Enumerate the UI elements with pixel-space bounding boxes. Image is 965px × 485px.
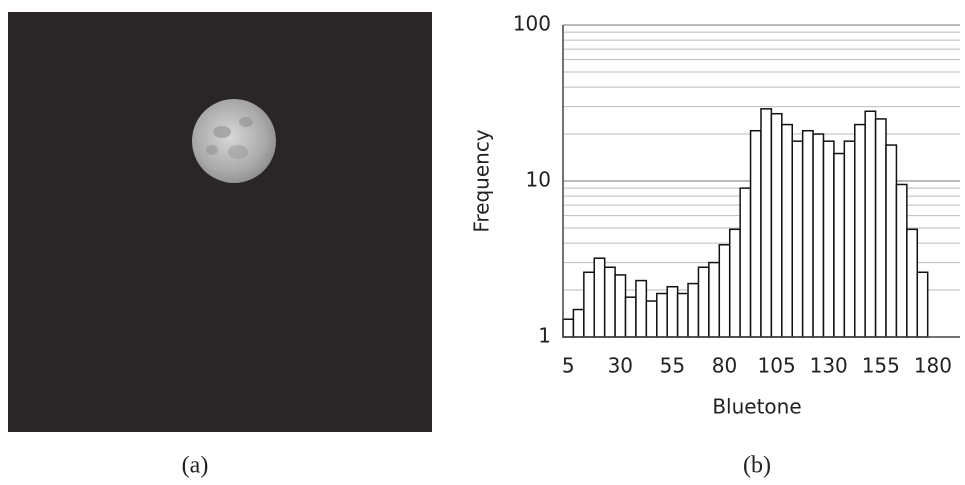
x-tick-label: 80 <box>712 354 737 378</box>
bar <box>823 141 833 337</box>
x-tick-label: 180 <box>914 354 952 378</box>
caption: (b) <box>743 453 771 479</box>
bar <box>865 111 875 337</box>
bar <box>813 134 823 337</box>
bar <box>573 310 583 337</box>
x-tick-label: 30 <box>608 354 633 378</box>
bar <box>782 125 792 337</box>
y-axis-label: Frequency <box>470 129 494 232</box>
bar <box>626 297 636 337</box>
bar <box>730 229 740 337</box>
y-tick-label: 100 <box>513 12 551 36</box>
bar <box>886 145 896 337</box>
bar <box>907 229 917 337</box>
bar <box>751 131 761 337</box>
bar <box>657 294 667 337</box>
x-tick-label: 130 <box>810 354 848 378</box>
bar <box>844 141 854 337</box>
y-tick-label: 10 <box>526 168 551 192</box>
bar <box>678 294 688 337</box>
bar <box>594 258 604 337</box>
bar <box>740 188 750 337</box>
bar <box>667 287 677 337</box>
bar <box>615 275 625 337</box>
bar <box>896 184 906 337</box>
bar <box>792 141 802 337</box>
y-tick-label: 1 <box>538 324 551 348</box>
bar <box>917 272 927 337</box>
moon <box>192 99 276 183</box>
figure: (a) (b) Bluetone Frequency 1 10 100 5 30 55 80… <box>0 0 965 481</box>
bar <box>698 267 708 337</box>
bar <box>688 284 698 337</box>
bar <box>719 245 729 337</box>
caption: (a) <box>182 453 209 479</box>
bar <box>876 119 886 337</box>
bar <box>709 263 719 337</box>
x-tick-label: 55 <box>660 354 685 378</box>
night-sky <box>8 12 432 432</box>
bar <box>584 272 594 337</box>
bar <box>636 281 646 337</box>
x-tick-label: 5 <box>562 354 575 378</box>
bar <box>761 109 771 337</box>
bar <box>855 125 865 337</box>
x-tick-label: 105 <box>758 354 796 378</box>
bar <box>803 131 813 337</box>
x-axis-label: Bluetone <box>712 395 801 419</box>
x-tick-label: 155 <box>862 354 900 378</box>
bar <box>563 319 573 337</box>
bar <box>605 267 615 337</box>
bar <box>834 154 844 337</box>
bar <box>771 114 781 337</box>
bar <box>646 301 656 337</box>
